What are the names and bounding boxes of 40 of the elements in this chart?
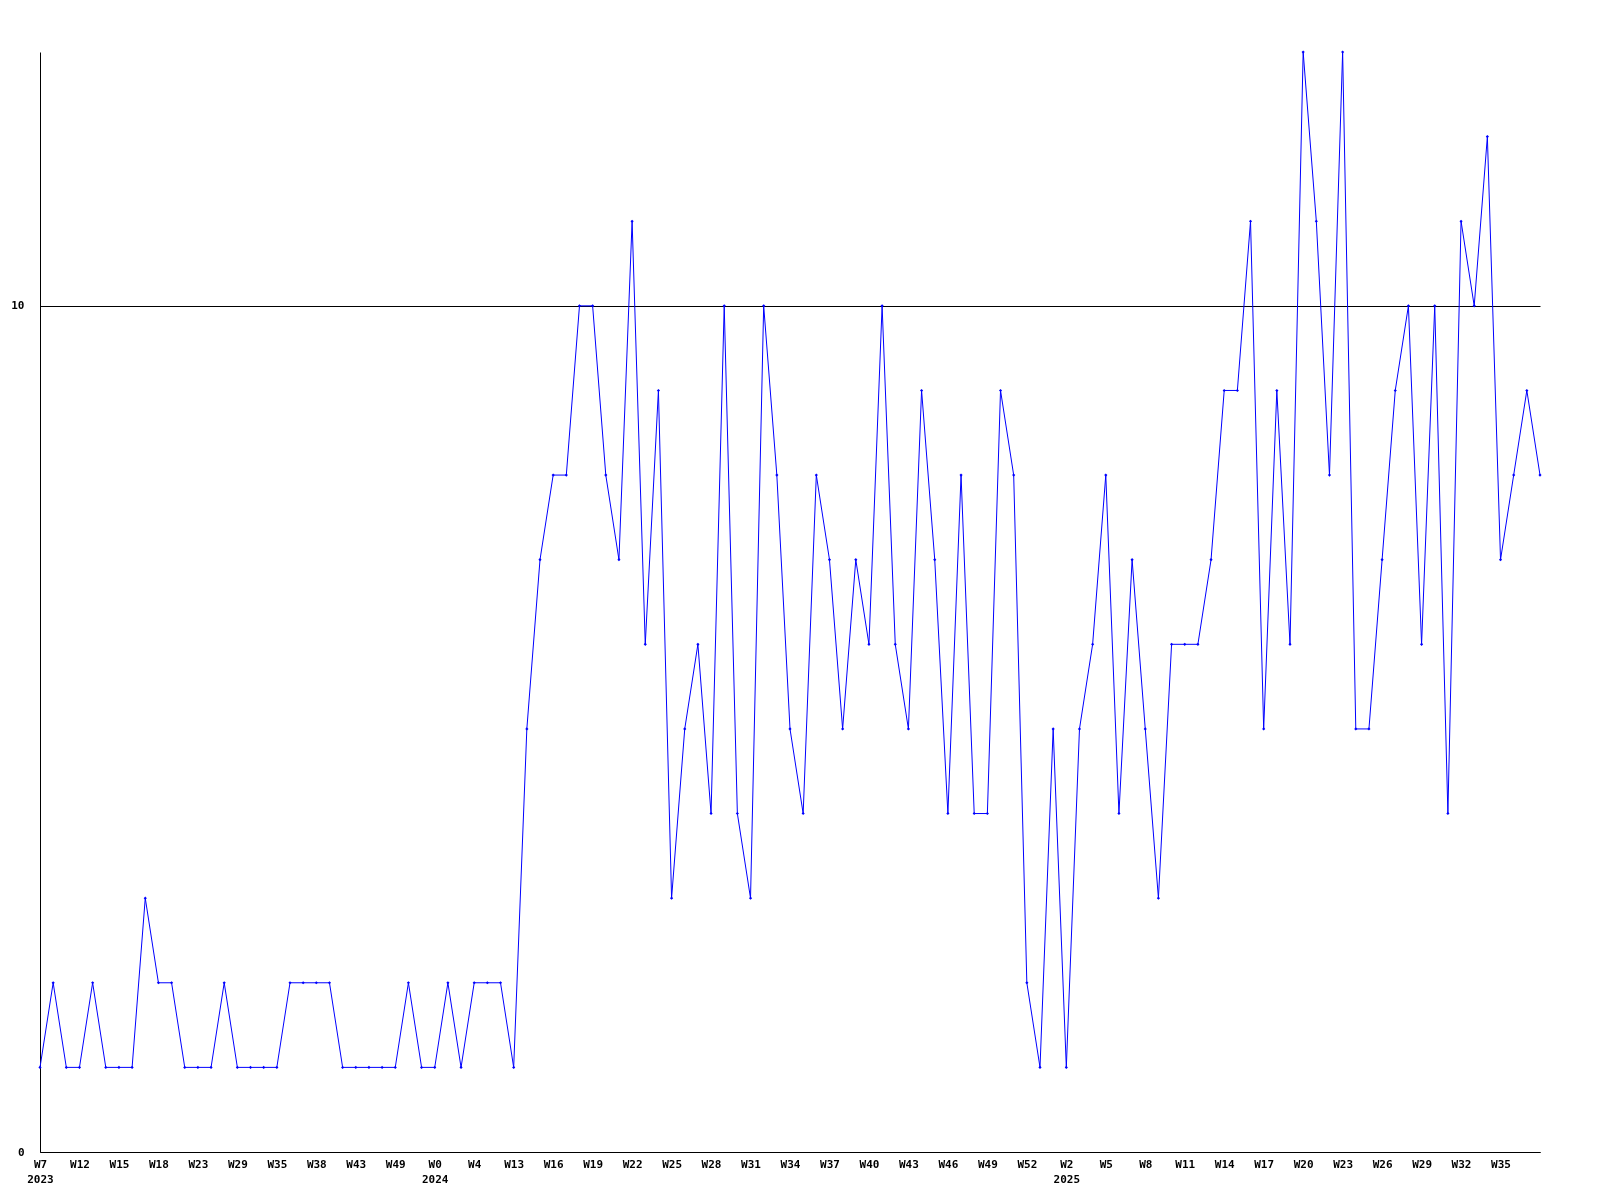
x-tick-label: W40: [859, 1157, 880, 1171]
x-tick-label: W7 2023: [27, 1157, 54, 1186]
x-tick-label: W4: [468, 1157, 482, 1171]
x-tick-label: W5: [1099, 1157, 1113, 1171]
x-tick-label: W14: [1214, 1157, 1236, 1171]
x-tick-label: W18: [148, 1157, 169, 1171]
x-tick-label: W19: [583, 1157, 604, 1171]
x-tick-label: W52: [1017, 1157, 1038, 1171]
x-tick-label: W20: [1293, 1157, 1314, 1171]
x-tick-label: W8: [1139, 1157, 1153, 1171]
y-tick-label: 10: [11, 299, 25, 313]
x-tick-label: W29: [1412, 1157, 1433, 1171]
x-tick-label: W28: [701, 1157, 722, 1171]
x-tick-label: W26: [1372, 1157, 1393, 1171]
x-tick-label: W13: [504, 1157, 525, 1171]
x-tick-label: W23: [188, 1157, 209, 1171]
x-tick-label: W49: [385, 1157, 406, 1171]
x-tick-label: W34: [780, 1157, 801, 1171]
x-tick-label: W25: [662, 1157, 683, 1171]
x-tick-label: W16: [543, 1157, 564, 1171]
x-tick-label: W0 2024: [421, 1157, 449, 1186]
x-tick-label: W37: [820, 1157, 840, 1171]
x-tick-label: W12: [70, 1157, 90, 1171]
x-tick-label: W35: [1491, 1157, 1511, 1171]
x-tick-label: W17: [1254, 1157, 1275, 1171]
x-tick-label: W49: [977, 1157, 998, 1171]
x-tick-label: W2 2025: [1053, 1157, 1081, 1186]
x-tick-label: W23: [1333, 1157, 1354, 1171]
x-tick-label: W35: [267, 1157, 288, 1171]
y-tick-label: 0: [17, 1145, 25, 1159]
x-tick-label: W32: [1451, 1157, 1472, 1171]
x-tick-label: W11: [1175, 1157, 1196, 1171]
x-tick-label: W38: [306, 1157, 327, 1171]
x-tick-label: W31: [741, 1157, 762, 1171]
x-tick-label: W43: [346, 1157, 367, 1171]
x-tick-label: W46: [938, 1157, 959, 1171]
x-tick-label: W29: [227, 1157, 248, 1171]
x-tick-label: W15: [109, 1157, 130, 1171]
x-tick-label: W43: [898, 1157, 919, 1171]
x-tick-label: W22: [622, 1157, 643, 1171]
